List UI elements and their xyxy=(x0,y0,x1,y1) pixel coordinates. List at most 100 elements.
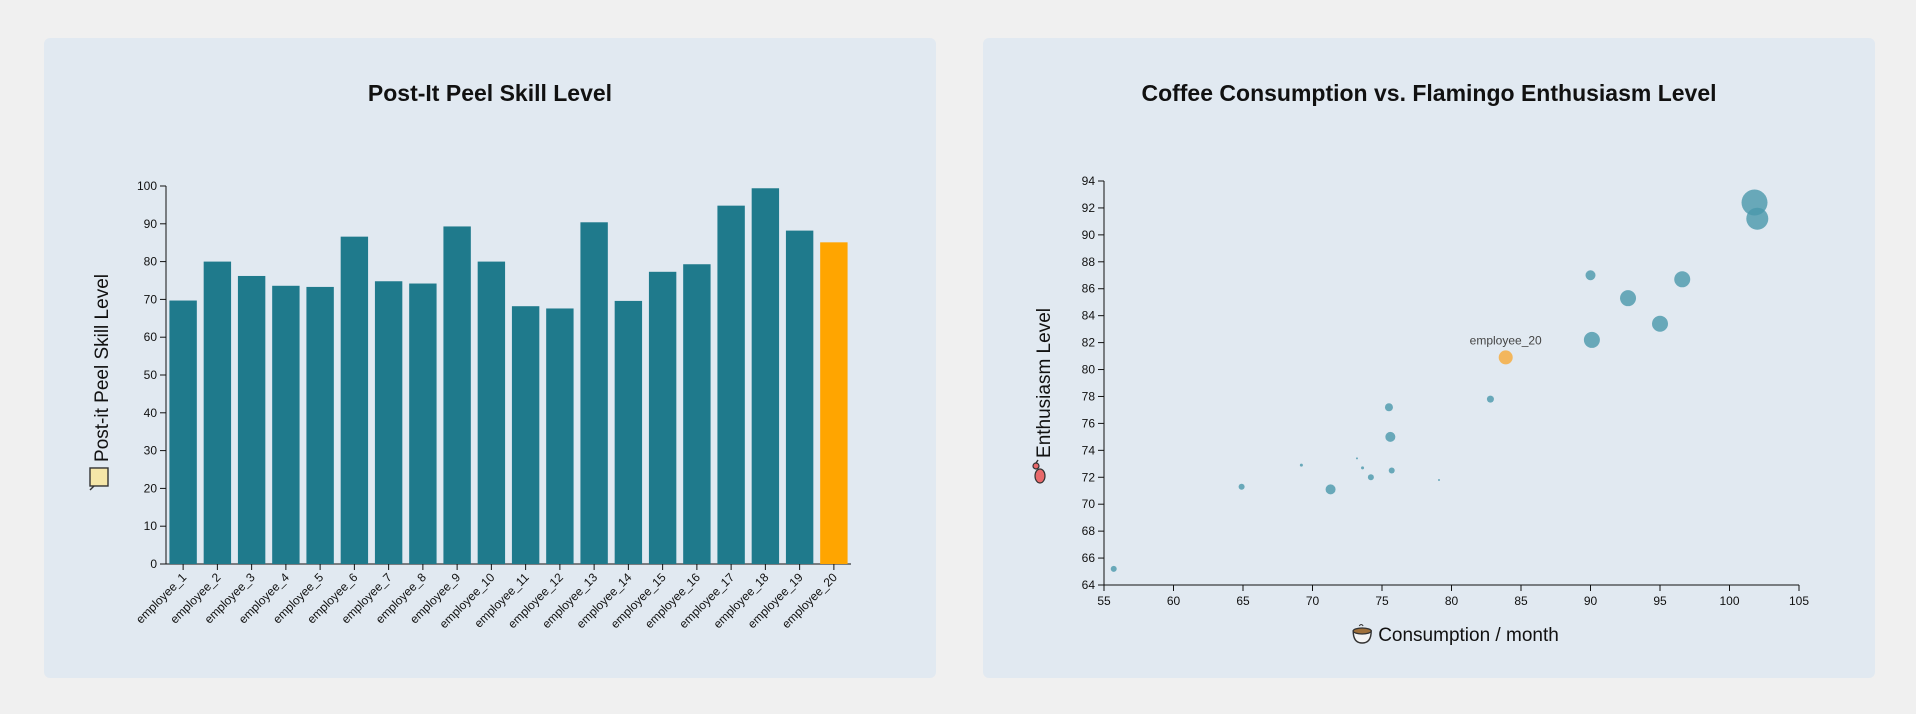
bar-y-tick-label: 50 xyxy=(144,368,158,382)
bar-employee_8 xyxy=(409,283,437,564)
scatter-y-tick-label: 70 xyxy=(1082,497,1096,511)
bar-y-axis-label: Post-it Peel Skill Level xyxy=(92,274,113,462)
bar-employee_4 xyxy=(272,285,300,564)
scatter-y-tick-label: 82 xyxy=(1082,336,1096,350)
scatter-point xyxy=(1361,466,1365,470)
scatter-x-tick-label: 65 xyxy=(1236,594,1250,608)
scatter-point xyxy=(1384,403,1393,412)
bar-employee_20 xyxy=(820,242,848,564)
bar-employee_14 xyxy=(614,300,643,564)
scatter-x-tick-label: 60 xyxy=(1167,594,1181,608)
bar-y-tick-label: 30 xyxy=(144,444,158,458)
scatter-point xyxy=(1388,467,1395,474)
scatter-point xyxy=(1325,484,1336,495)
bar-chart-panel: Post-It Peel Skill Level 0 10 20 30 40 50 60 70… xyxy=(44,38,936,678)
bar-y-tick-label: 20 xyxy=(144,481,158,495)
scatter-point xyxy=(1486,395,1494,403)
scatter-x-axis-label: Consumption / month xyxy=(1378,625,1559,646)
scatter-y-tick-label: 88 xyxy=(1082,255,1096,269)
coffee-cup-steam xyxy=(1358,624,1364,627)
bar-employee_3 xyxy=(237,275,266,564)
bar-employee_12 xyxy=(546,308,574,564)
bar-employee_13 xyxy=(580,222,608,564)
flamingo-beak xyxy=(1035,459,1039,464)
scatter-y-tick-label: 94 xyxy=(1082,174,1096,188)
bar-employee_2 xyxy=(203,261,232,564)
bar-y-tick-label: 90 xyxy=(144,217,158,231)
flamingo-icon xyxy=(1032,459,1046,484)
bar-employee_16 xyxy=(683,264,711,564)
scatter-y-tick-label: 72 xyxy=(1082,470,1096,484)
bar-employee_19 xyxy=(785,230,814,564)
bar-chart-svg: 0102030405060708090100employee_1employee… xyxy=(89,179,851,631)
bar-employee_6 xyxy=(340,236,369,565)
bar-y-tick-label: 60 xyxy=(144,330,158,344)
scatter-point-label: employee_20 xyxy=(1470,333,1542,347)
scatter-y-tick-label: 76 xyxy=(1082,416,1096,430)
scatter-y-axis-label: Enthusiasm Level xyxy=(1034,308,1055,458)
scatter-x-tick-label: 105 xyxy=(1789,594,1809,608)
scatter-point xyxy=(1652,315,1668,332)
bar-y-tick-label: 70 xyxy=(144,292,158,306)
bar-employee_18 xyxy=(751,188,780,564)
scatter-y-tick-label: 66 xyxy=(1082,551,1096,565)
bar-employee_5 xyxy=(306,286,334,564)
scatter-y-tick-label: 84 xyxy=(1082,309,1096,323)
scatter-point xyxy=(1110,565,1117,572)
scatter-chart-title: Coffee Consumption vs. Flamingo Enthusia… xyxy=(1141,80,1717,106)
scatter-point xyxy=(1299,463,1303,467)
scatter-y-tick-label: 78 xyxy=(1082,389,1096,403)
scatter-point xyxy=(1355,457,1358,460)
scatter-x-tick-label: 90 xyxy=(1584,594,1598,608)
scatter-x-tick-label: 85 xyxy=(1514,594,1528,608)
bar-employee_11 xyxy=(511,306,540,564)
scatter-x-tick-label: 70 xyxy=(1306,594,1320,608)
flamingo-body xyxy=(1034,468,1046,484)
bar-employee_17 xyxy=(717,205,745,564)
bar-y-tick-label: 10 xyxy=(144,519,158,533)
scatter-chart-panel: Coffee Consumption vs. Flamingo Enthusia… xyxy=(983,38,1875,678)
scatter-y-tick-label: 90 xyxy=(1082,228,1096,242)
bar-employee_9 xyxy=(443,226,471,565)
scatter-x-tick-label: 55 xyxy=(1097,594,1111,608)
bar-employee_7 xyxy=(374,281,403,564)
scatter-point xyxy=(1674,271,1691,288)
scatter-point xyxy=(1746,207,1769,230)
scatter-y-tick-label: 80 xyxy=(1082,363,1096,377)
scatter-x-tick-label: 100 xyxy=(1719,594,1739,608)
scatter-y-tick-label: 86 xyxy=(1082,282,1096,296)
coffee-cup-liquid xyxy=(1352,627,1372,635)
scatter-point xyxy=(1585,270,1596,281)
bar-chart-title: Post-It Peel Skill Level xyxy=(367,80,613,106)
scatter-y-tick-label: 64 xyxy=(1082,578,1096,592)
scatter-x-tick-label: 75 xyxy=(1375,594,1389,608)
bar-employee_1 xyxy=(169,300,197,564)
scatter-y-tick-label: 92 xyxy=(1082,201,1096,215)
scatter-y-label-group: Enthusiasm Level xyxy=(1032,308,1055,484)
sticky-note-corner xyxy=(89,485,95,491)
scatter-y-tick-label: 68 xyxy=(1082,524,1096,538)
bar-employee_10 xyxy=(477,261,506,564)
scatter-chart-svg: 64 66 68 70 72 74 76 78 80 82 84 86 88 90 92 94 55 60 65 70… xyxy=(1032,174,1809,646)
scatter-point xyxy=(1437,478,1440,481)
scatter-point-highlight xyxy=(1498,350,1513,365)
flamingo-head xyxy=(1032,462,1040,470)
scatter-x-tick-label: 95 xyxy=(1653,594,1667,608)
bar-y-tick-label: 40 xyxy=(144,406,158,420)
scatter-point xyxy=(1620,290,1637,307)
scatter-x-tick-label: 80 xyxy=(1445,594,1459,608)
bar-y-label-group: Post-it Peel Skill Level xyxy=(89,274,113,491)
scatter-x-label-group: Consumption / month xyxy=(1352,624,1559,646)
scatter-point xyxy=(1367,474,1374,481)
scatter-point xyxy=(1385,431,1396,442)
scatter-y-tick-label: 74 xyxy=(1082,443,1096,457)
bar-y-tick-label: 80 xyxy=(144,255,158,269)
bar-employee_15 xyxy=(648,271,677,564)
scatter-point xyxy=(1583,331,1600,348)
coffee-cup-icon xyxy=(1352,624,1372,644)
bar-y-tick-label: 0 xyxy=(150,557,157,571)
sticky-note-body xyxy=(89,467,109,487)
scatter-point xyxy=(1238,483,1245,490)
bar-y-tick-label: 100 xyxy=(137,179,157,193)
sticky-note-icon xyxy=(89,467,109,491)
